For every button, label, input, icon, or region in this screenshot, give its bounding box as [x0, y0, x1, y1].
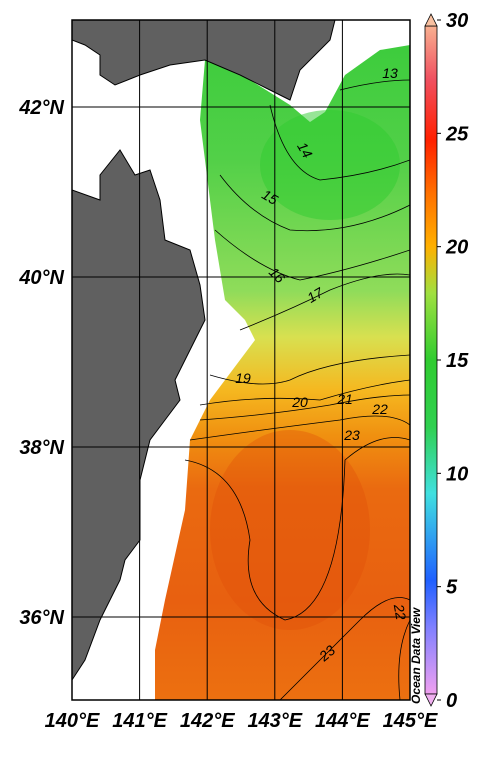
longitude-label: 141°E [112, 710, 167, 732]
contour-label: 13 [382, 65, 398, 81]
colorbar-label: 20 [445, 237, 468, 259]
colorbar-arrow [424, 693, 438, 707]
contour-label: 15 [259, 186, 281, 208]
contour-label: 20 [291, 394, 308, 410]
land [72, 20, 336, 101]
longitude-label: 145°E [383, 710, 438, 732]
colorbar-label: 15 [446, 350, 469, 372]
sst-patch [210, 430, 370, 630]
contours [184, 79, 410, 700]
land [72, 149, 206, 681]
colorbar-label: 25 [445, 123, 469, 145]
contour-label: 21 [336, 391, 353, 407]
contour-label: 22 [391, 602, 410, 621]
sst-patch [260, 110, 400, 220]
watermark: Ocean Data View [409, 607, 423, 704]
longitude-label: 142°E [180, 710, 235, 732]
colorbar-label: 30 [446, 10, 468, 32]
contour-label: 22 [371, 401, 388, 417]
longitude-label: 143°E [247, 710, 302, 732]
colorbar-arrow [424, 13, 438, 27]
latitude-label: 36°N [19, 607, 64, 629]
contour-label: 19 [235, 370, 251, 386]
colorbar [424, 25, 438, 695]
longitude-label: 144°E [315, 710, 370, 732]
graticule [72, 20, 410, 700]
latitude-label: 40°N [18, 267, 64, 289]
contour-label: 14 [294, 139, 316, 161]
colorbar-label: 5 [446, 577, 458, 599]
colorbar-label: 10 [446, 463, 468, 485]
map-body [72, 20, 410, 700]
contour-label: 23 [343, 427, 360, 443]
colorbar-label: 0 [446, 690, 457, 712]
latitude-label: 38°N [19, 437, 64, 459]
latitude-label: 42°N [18, 97, 64, 119]
map-frame [71, 19, 411, 701]
longitude-label: 140°E [45, 710, 100, 732]
